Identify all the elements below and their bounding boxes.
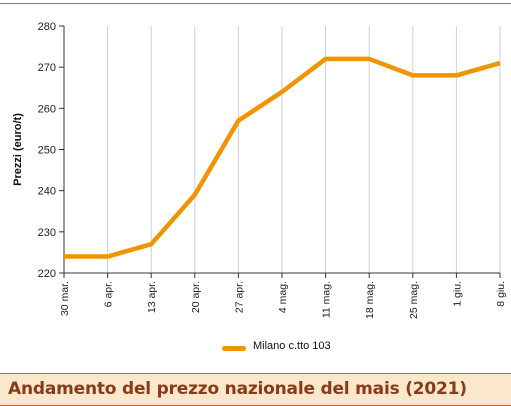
x-tick-label: 27 apr. (233, 281, 245, 313)
x-tick-label: 13 apr. (146, 281, 158, 313)
top-rule (0, 3, 511, 4)
x-tick-label: 1 giu. (451, 281, 463, 307)
x-axis: 30 mar. 6 apr. 13 apr. 20 apr. 27 apr. 4 mag.… (59, 272, 507, 319)
y-tick-label: 280 (38, 21, 56, 33)
x-tick-label: 18 mag. (364, 281, 376, 319)
y-tick-label: 260 (38, 103, 56, 115)
line-chart: 220 230 240 250 260 270 280 30 mar. 6 apr. 13 ap… (12, 21, 507, 319)
y-tick-label: 240 (38, 186, 56, 198)
y-axis: 220 230 240 250 260 270 280 (38, 21, 65, 280)
y-tick-label: 270 (38, 62, 56, 74)
x-tick-label: 4 mag. (277, 281, 289, 313)
x-tick-label: 20 apr. (190, 281, 202, 313)
legend-label: Milano c.tto 103 (253, 340, 331, 352)
y-tick-label: 220 (38, 268, 56, 280)
y-axis-label: Prezzi (euro/t) (12, 113, 24, 186)
y-tick-label: 230 (38, 227, 56, 239)
x-tick-label: 11 mag. (321, 281, 333, 318)
legend-swatch (222, 346, 246, 351)
y-tick-label: 250 (38, 145, 56, 157)
x-tick-label: 8 giu. (495, 281, 507, 307)
caption-title: Andamento del prezzo nazionale del mais … (8, 379, 467, 399)
x-tick-label: 30 mar. (59, 281, 71, 316)
series-group (63, 56, 501, 259)
legend: Milano c.tto 103 (0, 338, 511, 358)
x-tick-label: 25 mag. (408, 281, 420, 319)
caption-bar: Andamento del prezzo nazionale del mais … (0, 373, 511, 406)
vertical-gridlines (107, 26, 501, 273)
x-tick-label: 6 apr. (103, 281, 115, 307)
